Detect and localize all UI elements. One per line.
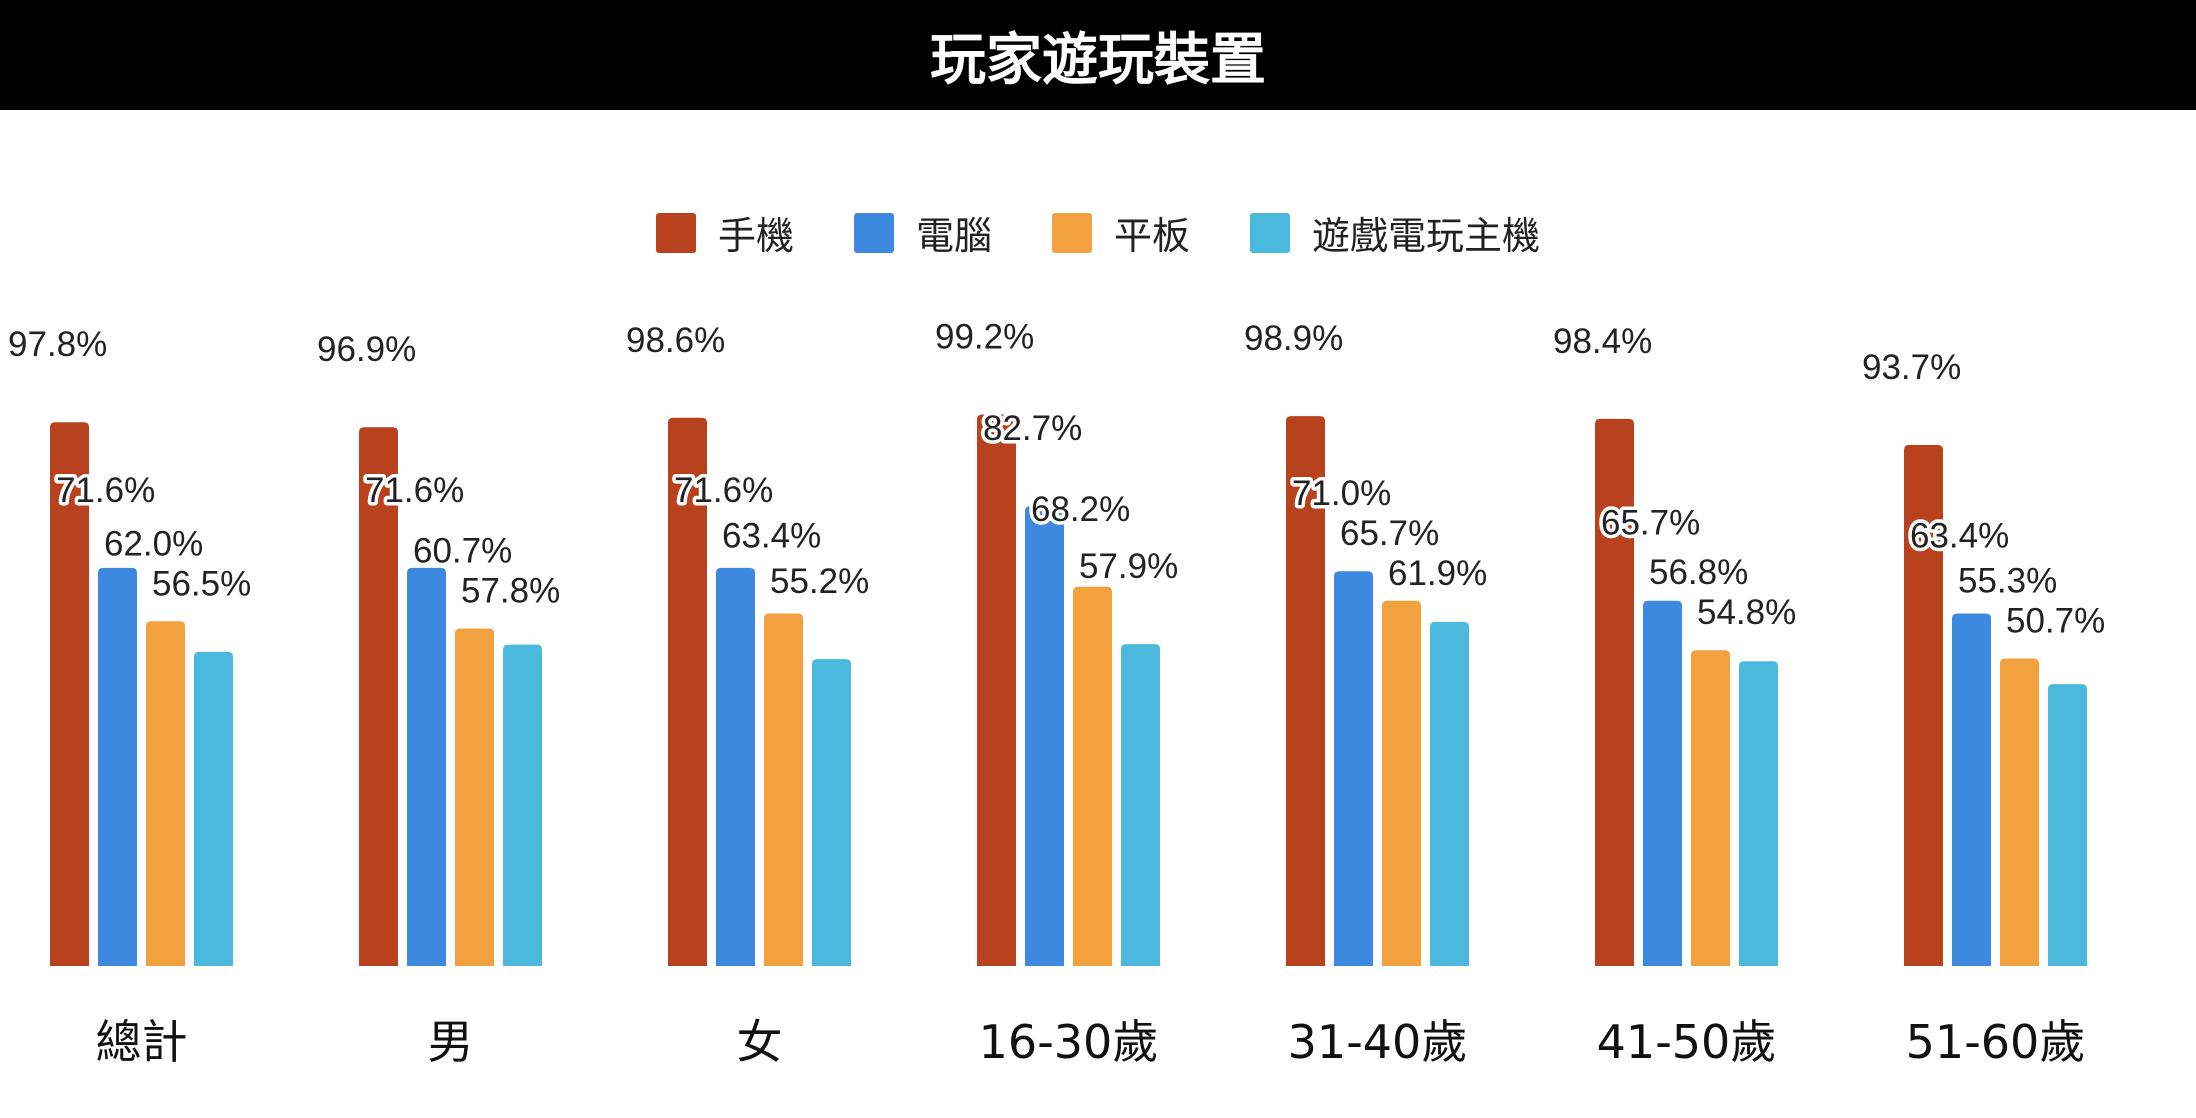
value-label: 96.9%	[317, 330, 416, 369]
bar	[1334, 571, 1373, 966]
legend-label: 遊戲電玩主機	[1312, 214, 1541, 258]
bar	[359, 427, 398, 967]
value-label: 55.3%	[1958, 562, 2057, 601]
value-label: 55.2%	[770, 562, 869, 601]
value-label: 98.4%	[1553, 322, 1652, 361]
value-label: 82.7%	[983, 409, 1082, 448]
bar	[407, 567, 446, 966]
bar	[1739, 661, 1778, 966]
value-label: 50.7%	[2006, 602, 2105, 641]
legend-swatch	[655, 212, 696, 253]
category-label: 男	[428, 1015, 474, 1069]
bar	[2000, 658, 2039, 966]
value-label: 65.7%	[1340, 514, 1439, 553]
bar	[98, 567, 137, 966]
bar	[716, 567, 755, 966]
value-label: 98.9%	[1244, 319, 1343, 358]
bar	[977, 414, 1016, 966]
bar	[1430, 621, 1469, 966]
bar	[1952, 613, 1991, 966]
bar	[1904, 445, 1943, 966]
bars	[50, 414, 2087, 967]
category-label: 女	[737, 1015, 783, 1069]
value-label: 71.6%	[674, 471, 773, 510]
legend-item-pc: 電腦	[853, 205, 992, 260]
category-label: 31-40歲	[1288, 1015, 1468, 1069]
legend-item-console: 遊戲電玩主機	[1250, 205, 1540, 260]
bar	[146, 621, 185, 966]
bar	[1025, 506, 1064, 966]
bar	[1121, 644, 1160, 966]
category-label: 16-30歲	[979, 1015, 1159, 1069]
value-label: 71.0%	[1292, 474, 1391, 513]
bar	[1595, 418, 1634, 966]
legend: 手機 電腦 平板 遊戲電玩主機	[0, 205, 2196, 260]
value-label: 56.5%	[152, 564, 251, 603]
value-label: 97.8%	[8, 325, 107, 364]
value-labels: 97.8% 71.6% 62.0%56.5% 96.9% 71.6% 60.7%57.8%…	[5, 314, 2109, 644]
value-label: 61.9%	[1388, 554, 1487, 593]
bar	[1382, 600, 1421, 966]
title-bar: 玩家遊玩裝置	[0, 0, 2196, 110]
bar	[812, 659, 851, 966]
value-label: 68.2%	[1031, 490, 1130, 529]
legend-label: 手機	[717, 214, 794, 258]
value-label: 71.6%	[365, 471, 464, 510]
bar	[1286, 416, 1325, 967]
legend-swatch	[1052, 212, 1092, 253]
value-label: 63.4%	[722, 516, 821, 555]
bar	[194, 651, 233, 966]
bar	[50, 422, 89, 966]
bar	[668, 417, 707, 966]
bar	[503, 644, 542, 966]
value-label: 60.7%	[413, 532, 512, 571]
chart-title: 玩家遊玩裝置	[930, 27, 1266, 93]
legend-item-tablet: 平板	[1052, 205, 1190, 260]
category-label: 總計	[96, 1015, 188, 1069]
bar	[764, 613, 803, 966]
value-label: 98.6%	[626, 321, 725, 360]
value-label: 93.7%	[1862, 348, 1961, 387]
value-label: 99.2%	[935, 317, 1034, 356]
legend-item-phone: 手機	[655, 205, 794, 260]
value-label: 54.8%	[1697, 593, 1796, 632]
bar	[455, 628, 494, 966]
legend-swatch	[1250, 212, 1291, 253]
legend-label: 平板	[1114, 214, 1191, 258]
bar	[2048, 684, 2087, 966]
bar	[1691, 650, 1730, 966]
legend-swatch	[853, 212, 894, 253]
value-label: 63.4%	[1910, 516, 2009, 555]
value-label: 71.6%	[56, 471, 155, 510]
category-label: 41-50歲	[1597, 1015, 1777, 1069]
bar	[1073, 586, 1112, 966]
bar	[1643, 600, 1682, 966]
value-label: 57.9%	[1079, 547, 1178, 586]
category-label: 51-60歲	[1906, 1015, 2086, 1069]
value-label: 65.7%	[1601, 504, 1700, 543]
legend-label: 電腦	[915, 214, 992, 258]
value-label: 56.8%	[1649, 553, 1748, 592]
value-label: 57.8%	[461, 572, 560, 611]
value-label: 62.0%	[104, 524, 203, 563]
